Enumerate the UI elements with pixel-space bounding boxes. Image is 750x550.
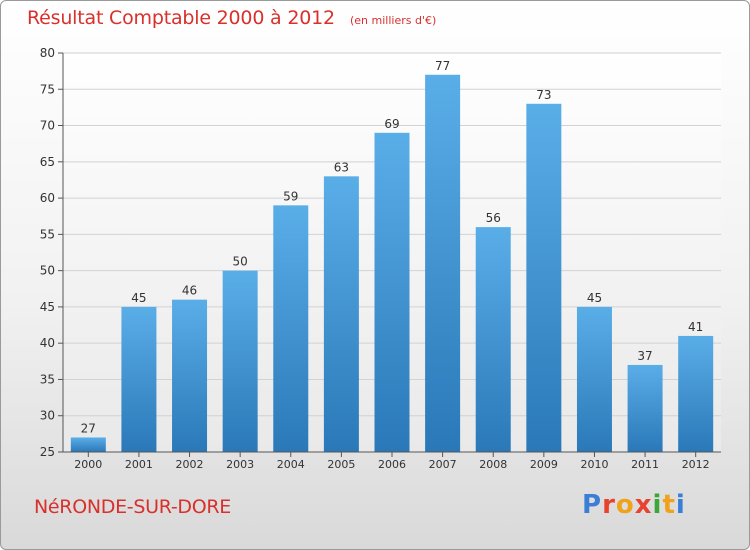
bar-value-label: 77	[435, 59, 450, 73]
chart-header: Résultat Comptable 2000 à 2012 (en milli…	[27, 7, 436, 29]
bars	[70, 74, 714, 453]
y-tick-label: 70	[40, 119, 55, 133]
x-tick-label: 2010	[580, 458, 608, 471]
x-tick-label: 2001	[125, 458, 153, 471]
logo-letter: x	[634, 490, 653, 520]
axes: 25 30 35 40 45 50 55 60 65 70 75 80 2000 2001 2002 2003…	[40, 46, 721, 471]
bar-value-label: 45	[587, 291, 602, 305]
y-tick-label: 60	[40, 191, 55, 205]
y-tick-label: 45	[40, 300, 55, 314]
logo-letter: i	[675, 490, 686, 520]
x-tick-label: 2005	[327, 458, 355, 471]
y-tick-label: 55	[40, 227, 55, 241]
bar-value-label: 59	[283, 189, 298, 203]
bar-value-label: 63	[334, 160, 349, 174]
bar-value-label: 37	[637, 349, 652, 363]
chart-subtitle: (en milliers d'€)	[349, 14, 437, 27]
bar-value-label: 73	[536, 88, 551, 102]
bar-value-label: 27	[81, 421, 96, 435]
bar	[121, 306, 157, 452]
y-tick-label: 75	[40, 82, 55, 96]
y-tick-label: 65	[40, 155, 55, 169]
bar-value-label: 69	[384, 117, 399, 131]
logo-letter: P	[582, 490, 603, 520]
bar	[323, 176, 359, 452]
bar	[374, 132, 410, 453]
y-tick-label: 80	[40, 46, 55, 60]
x-tick-label: 2012	[682, 458, 710, 471]
x-tick-label: 2009	[530, 458, 558, 471]
logo-letter: r	[602, 490, 616, 520]
x-tick-label: 2003	[226, 458, 254, 471]
y-tick-label: 35	[40, 372, 55, 386]
x-tick-label: 2000	[74, 458, 102, 471]
logo-letter: i	[652, 490, 663, 520]
bar-value-label: 45	[131, 291, 146, 305]
y-tick-label: 50	[40, 264, 55, 278]
y-tick-label: 40	[40, 336, 55, 350]
logo-letter: o	[615, 490, 635, 520]
bar	[475, 227, 511, 452]
value-labels: 27 45 46 50 59 63 69 77 56 73 45 37 41	[81, 59, 704, 436]
bar	[222, 270, 258, 452]
bar	[678, 335, 714, 452]
x-tick-label: 2011	[631, 458, 659, 471]
bar	[172, 299, 208, 452]
bar	[273, 205, 309, 452]
bar	[70, 437, 106, 452]
y-tick-label: 30	[40, 409, 55, 423]
bar	[425, 74, 461, 452]
logo-letter: t	[662, 490, 676, 520]
bar-value-label: 50	[233, 255, 248, 269]
x-tick-label: 2004	[277, 458, 305, 471]
bar-value-label: 56	[486, 211, 501, 225]
x-tick-label: 2006	[378, 458, 406, 471]
x-tick-label: 2002	[176, 458, 204, 471]
x-tick-label: 2008	[479, 458, 507, 471]
bar-value-label: 41	[688, 320, 703, 334]
chart-title: Résultat Comptable 2000 à 2012	[27, 7, 335, 29]
y-tick-label: 25	[40, 445, 55, 459]
x-tick-label: 2007	[429, 458, 457, 471]
bar-value-label: 46	[182, 284, 197, 298]
bar	[627, 364, 663, 452]
bar	[576, 306, 612, 452]
bar	[526, 103, 562, 453]
commune-name: NéRONDE-SUR-DORE	[34, 496, 232, 518]
proxiti-logo[interactable]: Proxiti	[582, 490, 686, 520]
